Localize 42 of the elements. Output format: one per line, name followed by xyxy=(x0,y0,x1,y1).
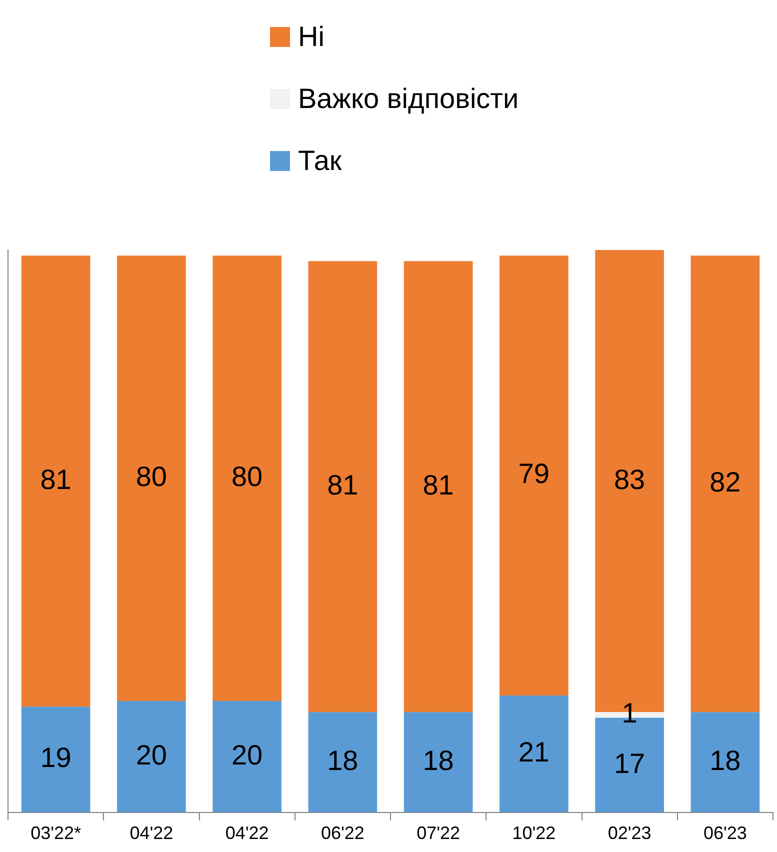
data-label: 81 xyxy=(422,469,454,500)
bar xyxy=(404,261,473,712)
data-label: 80 xyxy=(231,461,263,492)
bar xyxy=(500,695,568,812)
x-tick-label: 07'22 xyxy=(416,823,460,844)
data-label: 80 xyxy=(136,461,168,492)
x-tick-label: 06'22 xyxy=(320,823,364,844)
data-label: 81 xyxy=(40,464,72,495)
data-label: 20 xyxy=(136,739,168,770)
bar xyxy=(404,712,473,812)
data-label: 18 xyxy=(327,745,358,776)
data-label: 18 xyxy=(422,745,454,776)
bar xyxy=(308,712,378,812)
bar xyxy=(117,256,186,702)
bar xyxy=(117,701,186,812)
x-tick-label: 06'23 xyxy=(703,823,747,844)
x-tick-label: 04'22 xyxy=(225,823,269,844)
data-label: 20 xyxy=(231,739,263,770)
bar xyxy=(21,256,90,707)
data-label: 82 xyxy=(710,466,741,498)
bar xyxy=(690,712,760,812)
data-label: 18 xyxy=(710,745,741,776)
bar xyxy=(21,706,90,812)
data-label: 81 xyxy=(327,469,358,500)
data-label: 17 xyxy=(614,748,646,779)
legend-label: Важко відповісти xyxy=(298,83,519,115)
data-label: 1 xyxy=(622,698,638,729)
data-label: 83 xyxy=(614,464,646,495)
bar xyxy=(212,701,282,812)
bar xyxy=(500,256,568,696)
data-label: 21 xyxy=(518,736,550,768)
bar xyxy=(212,256,282,702)
data-label: 19 xyxy=(40,742,72,774)
bar xyxy=(308,261,378,712)
x-tick-label: 10'22 xyxy=(512,823,556,844)
bar xyxy=(690,256,760,712)
legend-label: Ні xyxy=(298,21,324,53)
data-label: 79 xyxy=(518,458,550,490)
x-tick-label: 04'22 xyxy=(130,823,174,844)
legend-label: Так xyxy=(298,145,342,177)
x-tick-label: 02'23 xyxy=(608,823,652,844)
x-tick-label: 03'22* xyxy=(30,823,82,844)
